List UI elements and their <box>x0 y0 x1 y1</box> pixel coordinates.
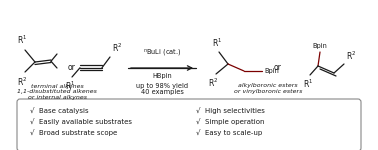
Text: up to 98% yield: up to 98% yield <box>136 83 188 89</box>
Text: $^n$BuLi (cat.): $^n$BuLi (cat.) <box>143 48 181 59</box>
Text: Bpin: Bpin <box>313 43 327 49</box>
Text: or: or <box>68 63 76 72</box>
Text: 1,1-disubstituted alkenes: 1,1-disubstituted alkenes <box>17 90 97 94</box>
Text: R$^1$: R$^1$ <box>65 80 75 92</box>
Text: R$^2$: R$^2$ <box>346 50 356 62</box>
Text: 40 examples: 40 examples <box>141 89 183 95</box>
Text: terminal alkenes: terminal alkenes <box>31 84 84 88</box>
Text: √  High selectivities: √ High selectivities <box>196 107 265 114</box>
FancyBboxPatch shape <box>17 99 361 150</box>
Text: R$^2$: R$^2$ <box>112 42 122 54</box>
Text: or internal alkynes: or internal alkynes <box>28 96 87 100</box>
Text: √  Easily available substrates: √ Easily available substrates <box>30 118 132 125</box>
Text: alkylboronic esters: alkylboronic esters <box>238 84 298 88</box>
Text: R$^1$: R$^1$ <box>17 34 27 46</box>
Text: or: or <box>274 63 282 72</box>
Text: Bpin: Bpin <box>264 68 279 74</box>
Text: √  Broad substrate scope: √ Broad substrate scope <box>30 129 117 136</box>
Text: R$^1$: R$^1$ <box>212 37 222 49</box>
Text: R$^1$: R$^1$ <box>303 78 313 90</box>
Text: √  Easy to scale-up: √ Easy to scale-up <box>196 129 262 136</box>
Text: √  Base catalysis: √ Base catalysis <box>30 107 88 114</box>
Text: R$^2$: R$^2$ <box>208 77 218 89</box>
Text: √  Simple operation: √ Simple operation <box>196 118 265 125</box>
Text: R$^2$: R$^2$ <box>17 76 27 88</box>
Text: or vinylboronic esters: or vinylboronic esters <box>234 90 302 94</box>
Text: HBpin: HBpin <box>152 73 172 79</box>
